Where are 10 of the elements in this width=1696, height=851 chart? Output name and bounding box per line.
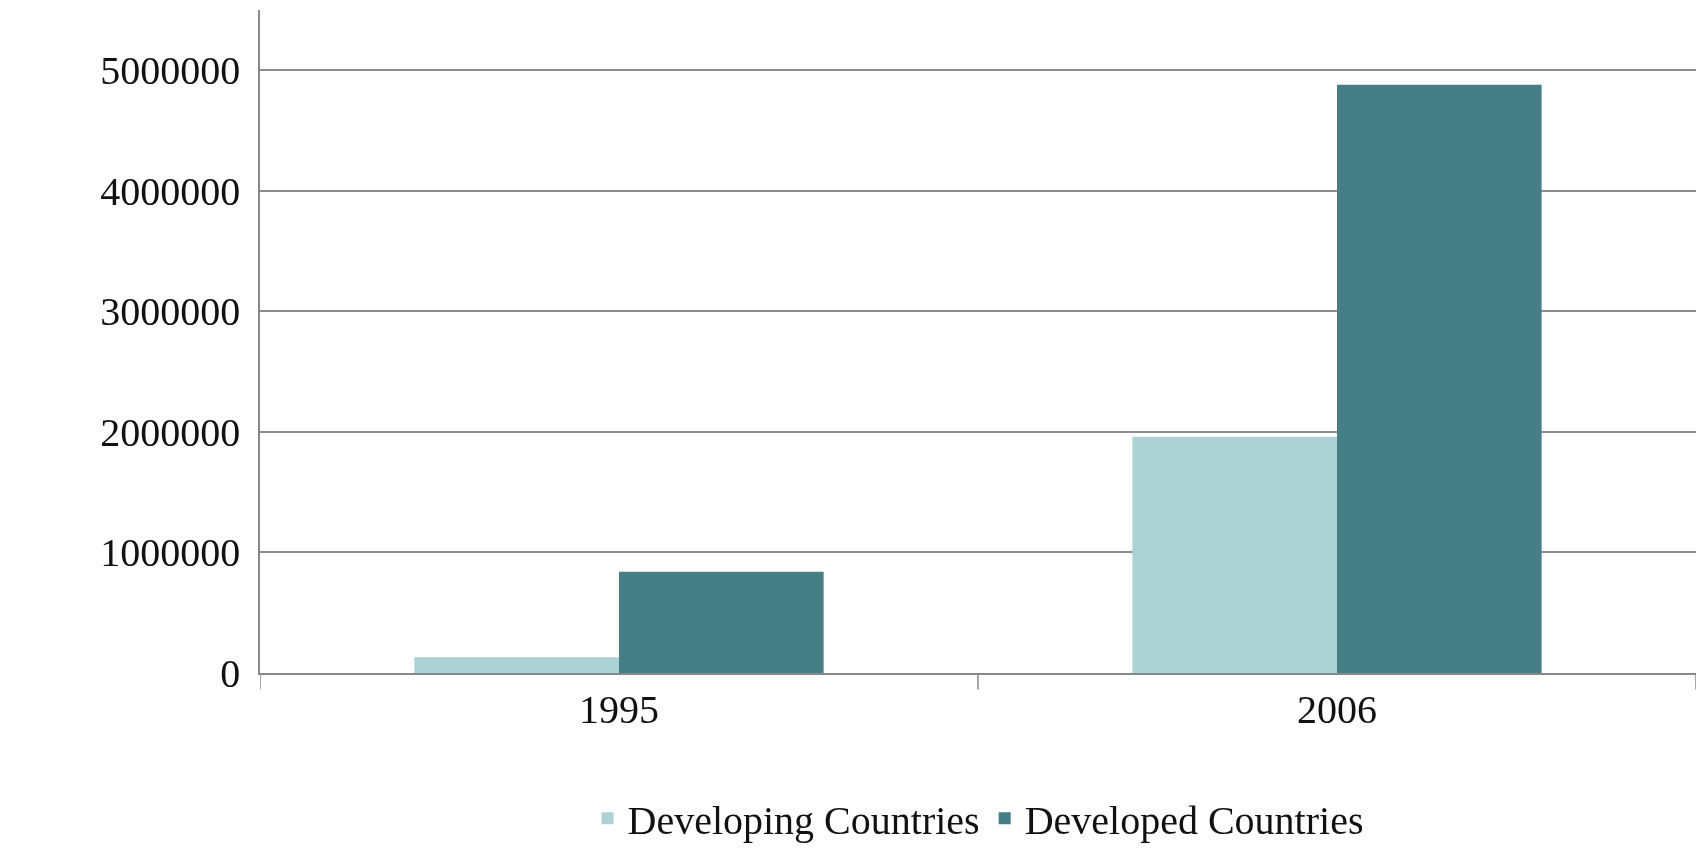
x-tick-label: 1995: [579, 686, 659, 732]
legend-label: Developing Countries: [627, 797, 980, 843]
y-tick-label: 3000000: [100, 289, 241, 335]
y-tick-label: 2000000: [100, 409, 241, 455]
y-tick-label: 5000000: [100, 48, 241, 94]
legend-label: Developed Countries: [1024, 797, 1364, 843]
y-tick-label: 4000000: [100, 168, 241, 214]
y-tick-label: 0: [220, 651, 241, 696]
x-tick-label: 2006: [1297, 686, 1377, 732]
y-tick-label: 1000000: [100, 530, 241, 576]
